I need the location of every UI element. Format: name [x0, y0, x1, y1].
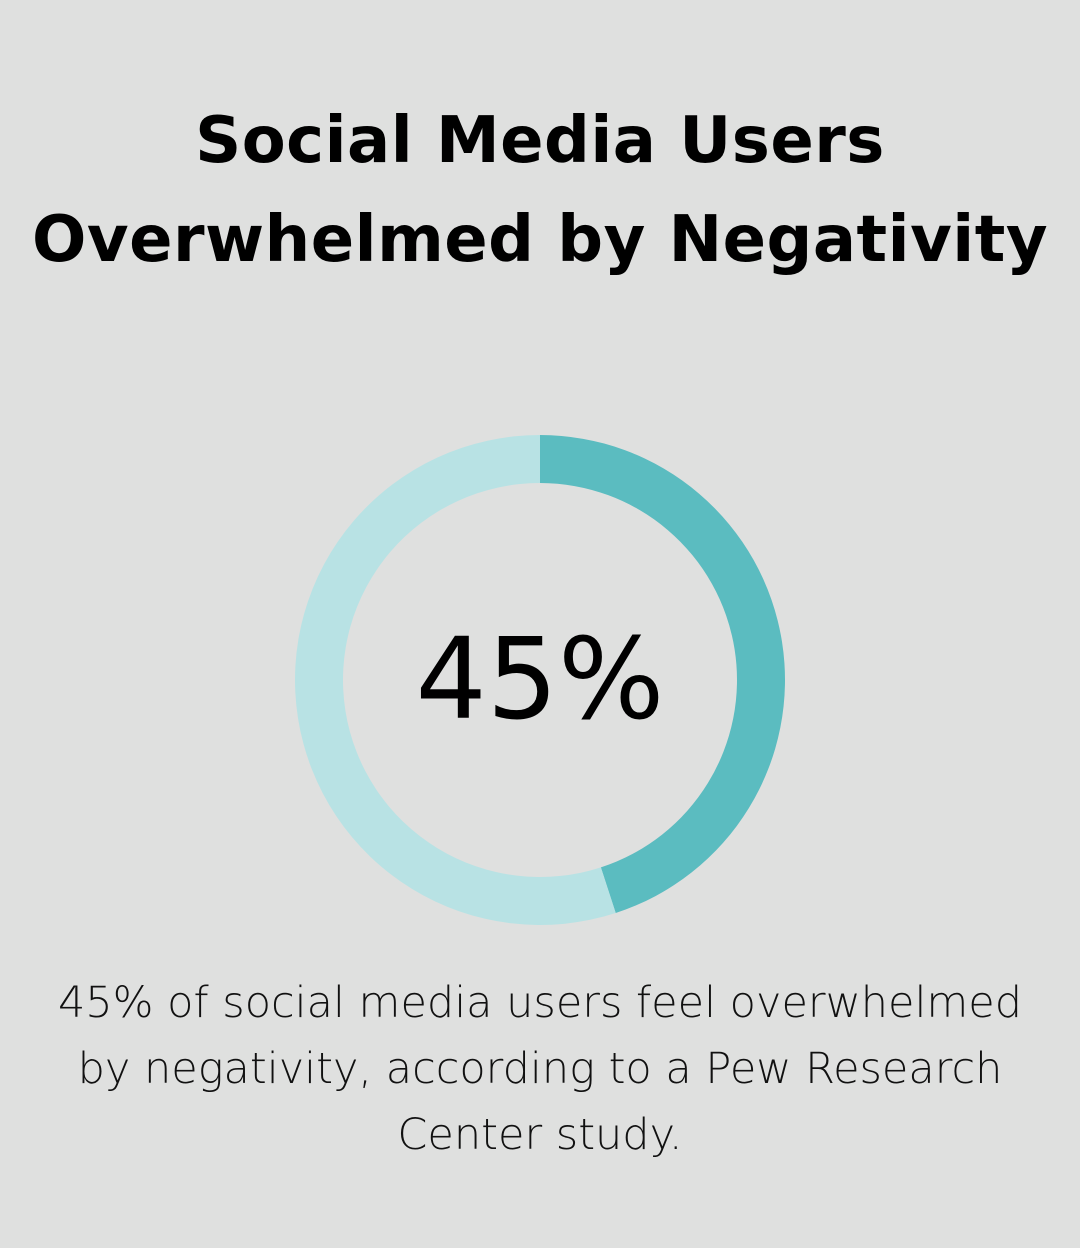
donut-slice-overwhelmed [540, 435, 785, 914]
chart-caption: 45% of social media users feel overwhelm… [57, 978, 1023, 1160]
donut-center-value: 45% [415, 615, 665, 745]
donut-slice-not-overwhelmed [294, 435, 616, 925]
chart-title: Social Media Users Overwhelmed by Negati… [31, 104, 1049, 277]
